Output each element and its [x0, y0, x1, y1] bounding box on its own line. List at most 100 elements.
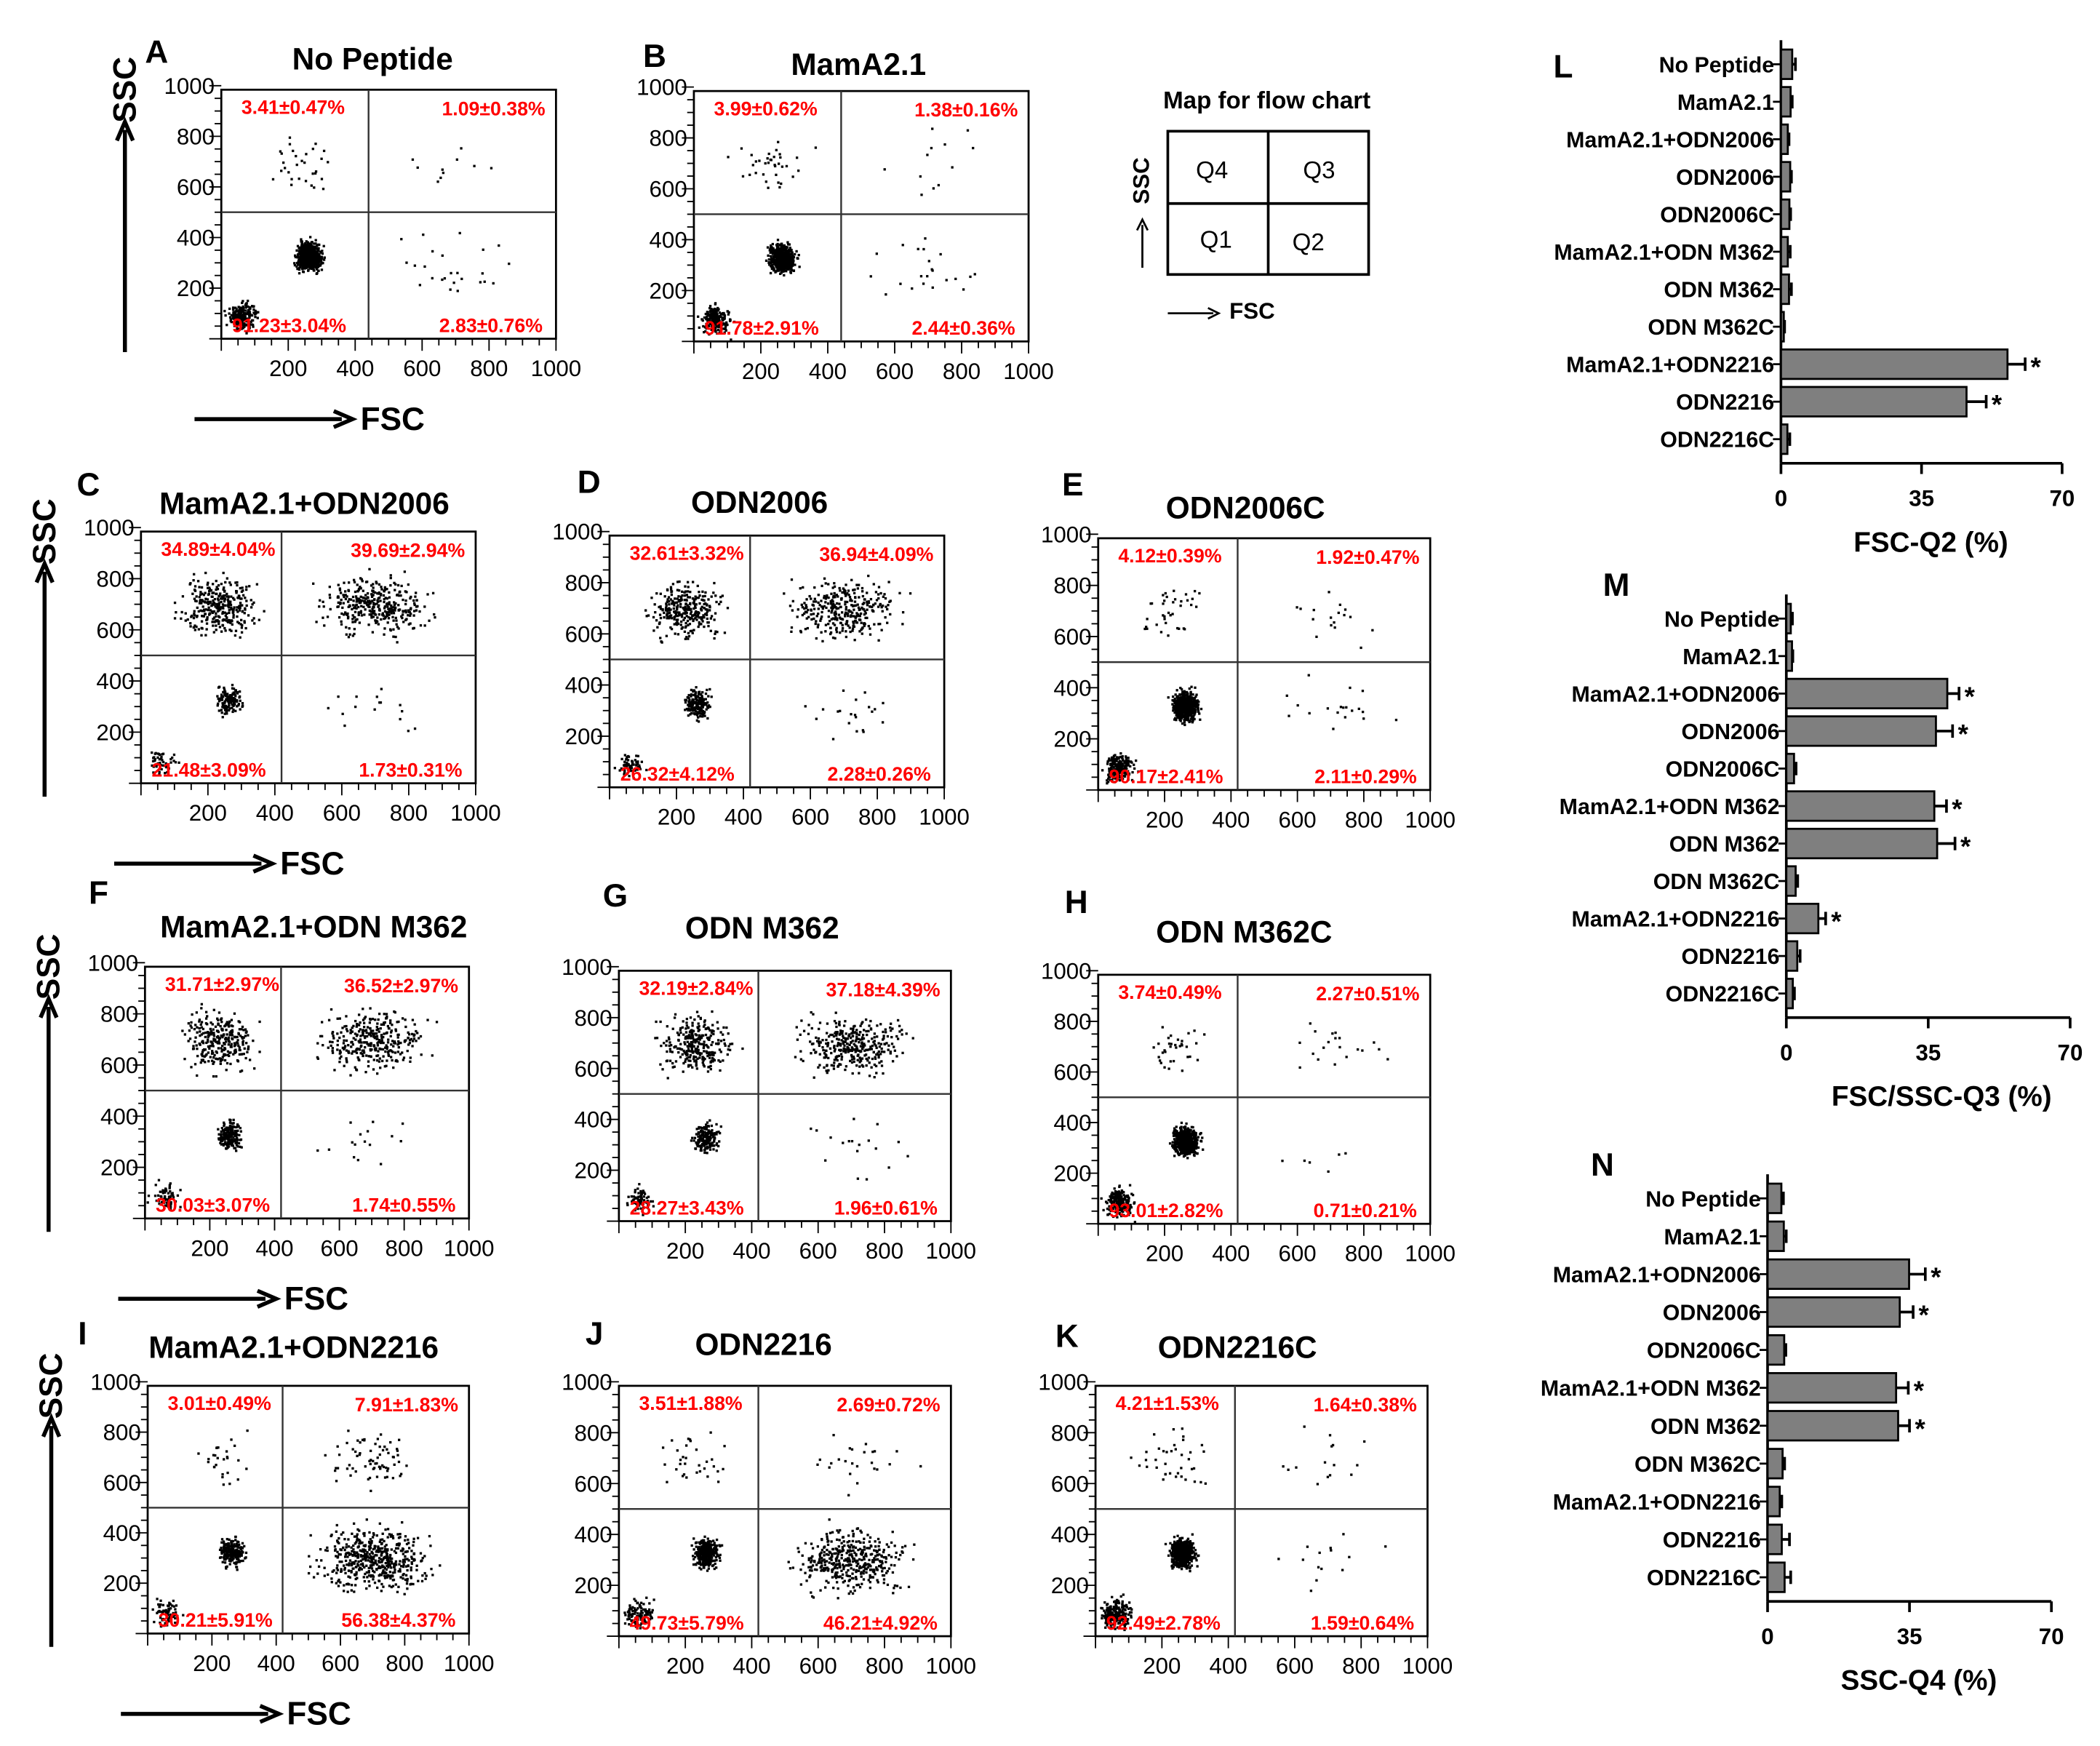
- scatter-point: [853, 600, 857, 603]
- scatter-point: [1336, 711, 1339, 714]
- scatter-point: [298, 268, 301, 271]
- scatter-point: [1111, 776, 1115, 780]
- scatter-point: [816, 626, 820, 629]
- scatter-point: [814, 146, 818, 149]
- scatter-point: [1113, 757, 1117, 761]
- scatter-point: [241, 319, 244, 322]
- scatter-point: [222, 1143, 225, 1146]
- scatter-point: [301, 267, 304, 270]
- scatter-point: [155, 765, 158, 768]
- scatter-point: [320, 157, 323, 160]
- scatter-point: [230, 701, 233, 704]
- scatter-point: [360, 614, 364, 617]
- scatter-point: [700, 701, 703, 703]
- scatter-point: [855, 730, 858, 733]
- scatter-point: [169, 757, 172, 761]
- scatter-point: [788, 263, 791, 267]
- scatter-point: [394, 602, 397, 605]
- scatter-point: [360, 605, 363, 607]
- scatter-point: [223, 712, 226, 715]
- scatter-point: [831, 622, 835, 625]
- scatter-point: [684, 621, 687, 625]
- scatter-point: [636, 765, 640, 769]
- scatter-point: [252, 319, 255, 322]
- scatter-point: [718, 331, 722, 335]
- scatter-point: [244, 588, 248, 591]
- scatter-point: [777, 140, 780, 143]
- scatter-point: [1186, 599, 1189, 602]
- x-tick-label: 800: [390, 800, 428, 826]
- scatter-point: [1333, 621, 1336, 624]
- scatter-point: [303, 249, 306, 252]
- scatter-point: [703, 607, 706, 610]
- scatter-point: [415, 609, 418, 612]
- scatter-point: [702, 615, 706, 618]
- scatter-point: [1109, 766, 1113, 769]
- scatter-point: [243, 621, 246, 624]
- scatter-point: [162, 1200, 165, 1203]
- scatter-point: [807, 608, 810, 612]
- scatter-point: [210, 610, 214, 613]
- x-tick-label: 1000: [1003, 359, 1054, 384]
- scatter-point: [1122, 774, 1125, 778]
- scatter-point: [954, 277, 957, 281]
- scatter-point: [223, 590, 226, 593]
- scatter-point: [777, 257, 780, 260]
- x-tick-label: 400: [256, 800, 294, 826]
- scatter-point: [674, 597, 676, 600]
- scatter-point: [714, 312, 716, 316]
- scatter-point: [207, 592, 210, 595]
- scatter-point: [1191, 711, 1194, 714]
- scatter-point: [962, 288, 965, 291]
- flow-map-q3: Q3: [1303, 157, 1335, 184]
- scatter-point: [867, 600, 870, 603]
- scatter-point: [161, 764, 164, 767]
- scatter-point: [238, 595, 241, 598]
- scatter-point: [1125, 762, 1127, 765]
- quadrant-label-q3: 1.92±0.47%: [1316, 546, 1419, 568]
- scatter-point: [804, 705, 807, 708]
- scatter-point: [288, 143, 292, 146]
- scatter-point: [225, 577, 228, 580]
- scatter-point: [1123, 767, 1126, 770]
- scatter-point: [228, 307, 231, 311]
- scatter-point: [383, 627, 386, 630]
- scatter-point: [824, 582, 827, 585]
- scatter-point: [1116, 767, 1119, 770]
- scatter-point: [233, 701, 236, 705]
- quadrant-label-q4: 3.41±0.47%: [241, 96, 345, 118]
- scatter-point: [671, 599, 674, 602]
- scatter-point: [687, 703, 690, 706]
- scatter-point: [853, 714, 857, 717]
- scatter-point: [180, 617, 183, 620]
- scatter-point: [230, 607, 233, 611]
- scatter-point: [694, 606, 697, 610]
- scatter-point: [222, 1128, 225, 1132]
- scatter-point: [223, 1131, 225, 1134]
- scatter-point: [356, 599, 359, 602]
- scatter-point: [239, 1126, 242, 1130]
- scatter-point: [200, 586, 204, 589]
- scatter-point: [1189, 690, 1192, 694]
- scatter-point: [212, 601, 215, 605]
- scatter-point: [684, 701, 687, 704]
- scatter-point: [386, 614, 389, 618]
- scatter-point: [368, 567, 371, 571]
- scatter-point: [1171, 703, 1174, 706]
- scatter-point: [410, 613, 412, 615]
- scatter-point: [313, 242, 316, 245]
- x-tick-label: 800: [1345, 807, 1383, 832]
- scatter-point: [690, 693, 693, 696]
- scatter-point: [314, 143, 317, 146]
- scatter-point: [234, 306, 237, 309]
- scatter-point: [664, 606, 668, 610]
- scatter-point: [353, 632, 356, 636]
- scatter-point: [237, 621, 241, 625]
- scatter-point: [347, 589, 351, 592]
- scatter-point: [224, 1143, 227, 1146]
- scatter-point: [306, 255, 309, 259]
- scatter-point: [693, 706, 697, 709]
- scatter-point: [1174, 693, 1177, 696]
- scatter-point: [228, 312, 231, 315]
- scatter-point: [1119, 764, 1122, 768]
